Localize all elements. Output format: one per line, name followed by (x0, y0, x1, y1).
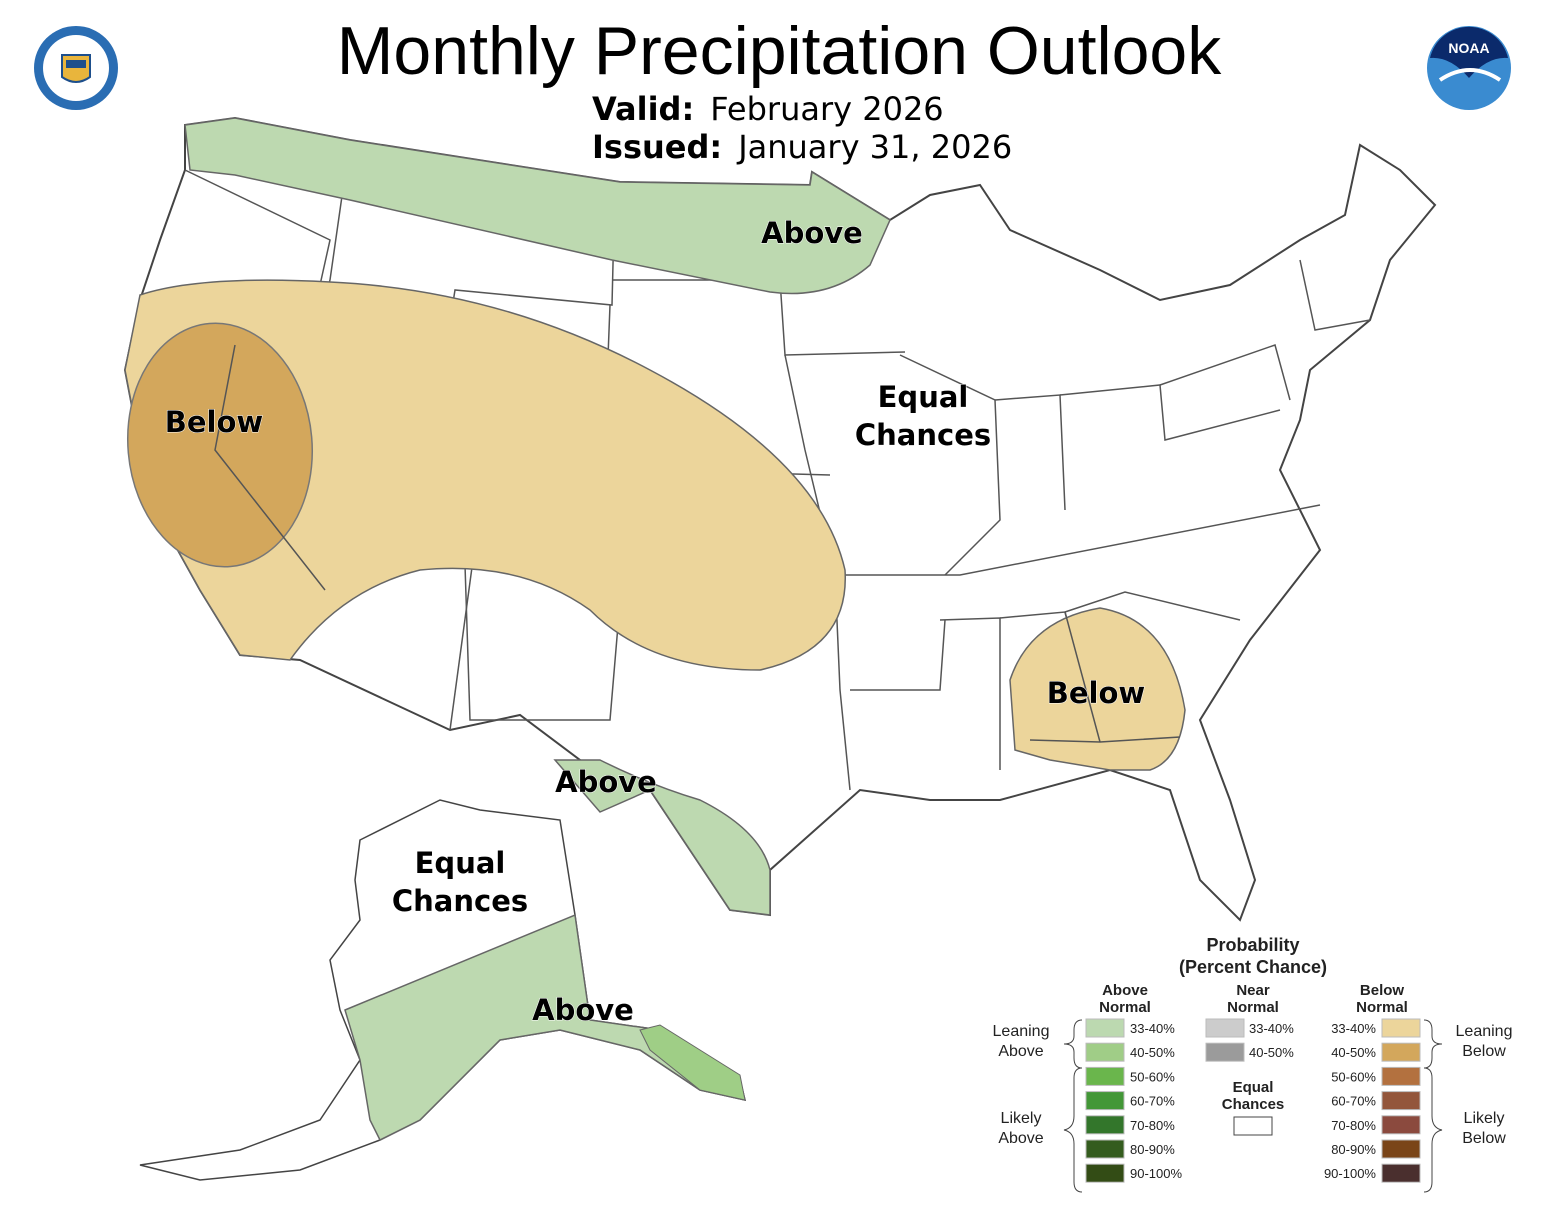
label-ak-ec: Equal (415, 846, 506, 880)
legend-swatch-below-4 (1381, 1115, 1421, 1135)
label-central-ec: Equal (878, 380, 969, 414)
legend-swatch-near-0 (1205, 1018, 1245, 1038)
legend-range-below-0: 33-40% (1331, 1021, 1376, 1036)
legend-swatch-above-6 (1085, 1163, 1125, 1183)
valid-line: Valid: February 2026 (592, 90, 944, 128)
label-west-below: Below (165, 405, 263, 439)
label-ak-above: Above (532, 993, 634, 1027)
legend: Probability (Percent Chance) Above Norma… (993, 935, 1513, 1193)
legend-swatch-above-1 (1085, 1042, 1125, 1062)
label-se-below: Below (1047, 676, 1145, 710)
region-below-ca-40-50 (126, 322, 314, 568)
legend-swatch-above-3 (1085, 1091, 1125, 1111)
legend-range-above-6: 90-100% (1130, 1166, 1182, 1181)
legend-range-above-0: 33-40% (1130, 1021, 1175, 1036)
legend-swatch-below-6 (1381, 1163, 1421, 1183)
label-texas-above: Above (555, 765, 657, 799)
legend-range-below-6: 90-100% (1324, 1166, 1376, 1181)
region-below-west (124, 279, 846, 671)
svg-text:NOAA: NOAA (1448, 40, 1489, 56)
legend-swatch-above-4 (1085, 1115, 1125, 1135)
legend-range-below-1: 40-50% (1331, 1045, 1376, 1060)
svg-text:Leaning: Leaning (1456, 1023, 1513, 1040)
legend-swatch-above-2 (1085, 1066, 1125, 1086)
svg-text:(Percent Chance): (Percent Chance) (1179, 957, 1327, 977)
legend-swatch-below-3 (1381, 1091, 1421, 1111)
legend-range-below-2: 50-60% (1331, 1069, 1376, 1084)
legend-range-near-1: 40-50% (1249, 1045, 1294, 1060)
legend-swatch-below-0 (1381, 1018, 1421, 1038)
legend-swatch-below-2 (1381, 1066, 1421, 1086)
svg-text:Below: Below (1360, 982, 1405, 999)
noaa-logo: NOAA (1427, 26, 1511, 110)
legend-swatch-below-1 (1381, 1042, 1421, 1062)
legend-swatch-near-1 (1205, 1042, 1245, 1062)
legend-swatch-equal-chances (1233, 1116, 1273, 1136)
legend-range-above-3: 60-70% (1130, 1094, 1175, 1109)
region-below-southeast (1009, 607, 1186, 771)
svg-text:Equal: Equal (1233, 1079, 1274, 1096)
svg-text:Normal: Normal (1356, 999, 1408, 1016)
region-above-alaska-panhandle (639, 1024, 746, 1101)
legend-swatch-below-5 (1381, 1139, 1421, 1159)
svg-text:Below: Below (1462, 1130, 1506, 1147)
legend-range-above-5: 80-90% (1130, 1142, 1175, 1157)
svg-text:Above: Above (998, 1130, 1043, 1147)
legend-range-below-3: 60-70% (1331, 1094, 1376, 1109)
legend-range-near-0: 33-40% (1249, 1021, 1294, 1036)
svg-text:Leaning: Leaning (993, 1023, 1050, 1040)
legend-range-above-1: 40-50% (1130, 1045, 1175, 1060)
legend-range-above-4: 70-80% (1130, 1118, 1175, 1133)
page-title: Monthly Precipitation Outlook (336, 13, 1222, 89)
region-above-alaska (344, 913, 747, 1142)
svg-text:Above: Above (1102, 982, 1148, 999)
legend-swatch-above-5 (1085, 1139, 1125, 1159)
legend-range-below-5: 80-90% (1331, 1142, 1376, 1157)
svg-text:Chances: Chances (392, 884, 528, 918)
legend-swatch-above-0 (1085, 1018, 1125, 1038)
svg-text:Near: Near (1236, 982, 1270, 999)
svg-text:Normal: Normal (1227, 999, 1279, 1016)
svg-text:Below: Below (1462, 1043, 1506, 1060)
issued-line: Issued: January 31, 2026 (592, 128, 1013, 166)
legend-range-below-4: 70-80% (1331, 1118, 1376, 1133)
svg-text:Normal: Normal (1099, 999, 1151, 1016)
svg-text:Likely: Likely (1464, 1110, 1505, 1127)
doc-logo (34, 26, 118, 110)
issued-value: January 31, 2026 (738, 128, 1013, 166)
region-above-north (184, 117, 891, 295)
svg-text:Above: Above (998, 1043, 1043, 1060)
region-above-texas (553, 759, 771, 916)
label-north-above: Above (761, 216, 863, 250)
valid-value: February 2026 (710, 90, 944, 128)
legend-range-above-2: 50-60% (1130, 1069, 1175, 1084)
svg-text:Chances: Chances (855, 418, 991, 452)
svg-text:Likely: Likely (1001, 1110, 1042, 1127)
svg-text:Chances: Chances (1222, 1096, 1285, 1113)
svg-text:Probability: Probability (1206, 935, 1299, 955)
